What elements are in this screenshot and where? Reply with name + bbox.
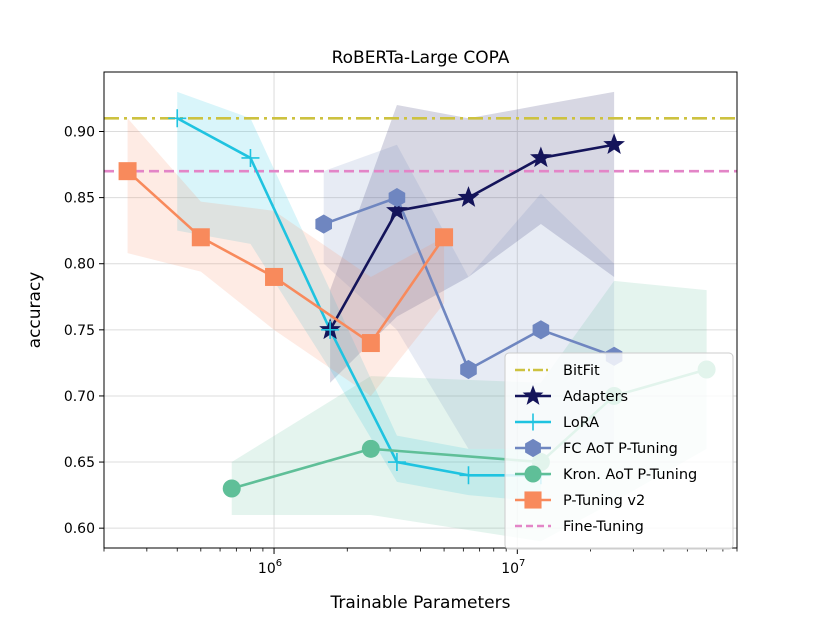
- legend-marker-p-tuning-v2: [524, 491, 542, 509]
- fc-aot-p-tuning-point: [532, 320, 550, 340]
- y-tick-label: 0.80: [64, 257, 95, 273]
- x-tick-base: 10: [501, 561, 519, 577]
- fc-aot-p-tuning-point: [388, 188, 406, 208]
- lora-point: [321, 320, 340, 339]
- x-tick-exponent: 7: [519, 558, 525, 569]
- x-tick-label: 106: [258, 558, 282, 577]
- legend-label-bitfit: BitFit: [563, 363, 600, 379]
- legend-box: [504, 352, 734, 550]
- chart-title: RoBERTa-Large COPA: [332, 48, 510, 68]
- kron-aot-p-tuning-point: [361, 439, 380, 458]
- adapters-point: [530, 146, 552, 168]
- legend: BitFit Adapters LoRA FC AoT P-Tuning Kron. A…: [504, 352, 734, 550]
- lora-point: [387, 453, 406, 472]
- x-axis-label: Trainable Parameters: [330, 593, 511, 613]
- p-tuning-v2-point: [361, 334, 380, 353]
- y-tick-label: 0.85: [64, 191, 95, 207]
- y-tick-label: 0.65: [64, 455, 95, 471]
- y-tick-label: 0.75: [64, 323, 95, 339]
- legend-marker-kron-aot-p-tuning: [524, 465, 542, 483]
- legend-marker-lora: [524, 413, 542, 431]
- lora-point: [168, 109, 187, 128]
- p-tuning-v2-point: [265, 267, 284, 286]
- lora-point: [459, 466, 478, 485]
- p-tuning-v2-point: [435, 228, 454, 247]
- legend-label-adapters: Adapters: [563, 389, 628, 405]
- kron-aot-p-tuning-point: [222, 479, 241, 498]
- p-tuning-v2-point: [118, 162, 137, 181]
- legend-label-lora: LoRA: [563, 415, 599, 431]
- reference-lines: [104, 116, 737, 173]
- adapters-point: [386, 199, 408, 221]
- legend-marker-adapters: [522, 385, 544, 405]
- y-axis-label: accuracy: [25, 272, 45, 349]
- p-tuning-v2-point: [191, 228, 210, 247]
- y-tick-label: 0.60: [64, 521, 95, 537]
- legend-label-fine-tuning: Fine-Tuning: [563, 519, 644, 535]
- adapters-point: [603, 133, 625, 154]
- legend-label-p-tuning-v2: P-Tuning v2: [563, 493, 645, 509]
- x-tick-label: 107: [501, 558, 525, 577]
- legend-label-kron-aot-p-tuning: Kron. AoT P-Tuning: [563, 467, 697, 483]
- y-tick-label: 0.70: [64, 389, 95, 405]
- x-tick-base: 10: [258, 561, 276, 577]
- adapters-band: [330, 91, 615, 383]
- lora-line: [176, 117, 541, 477]
- x-tick-exponent: 6: [276, 558, 282, 569]
- fc-aot-p-tuning-point: [460, 359, 477, 380]
- legend-label-fc-aot-p-tuning: FC AoT P-Tuning: [563, 441, 678, 457]
- fc-aot-p-tuning-point: [315, 214, 332, 234]
- grid-lines: [104, 72, 737, 548]
- adapters-point: [457, 186, 480, 207]
- lora-point: [241, 148, 260, 167]
- p-tuning-v2-band: [127, 118, 445, 396]
- y-tick-label: 0.90: [64, 125, 95, 141]
- legend-marker-fc-aot-p-tuning: [525, 438, 541, 458]
